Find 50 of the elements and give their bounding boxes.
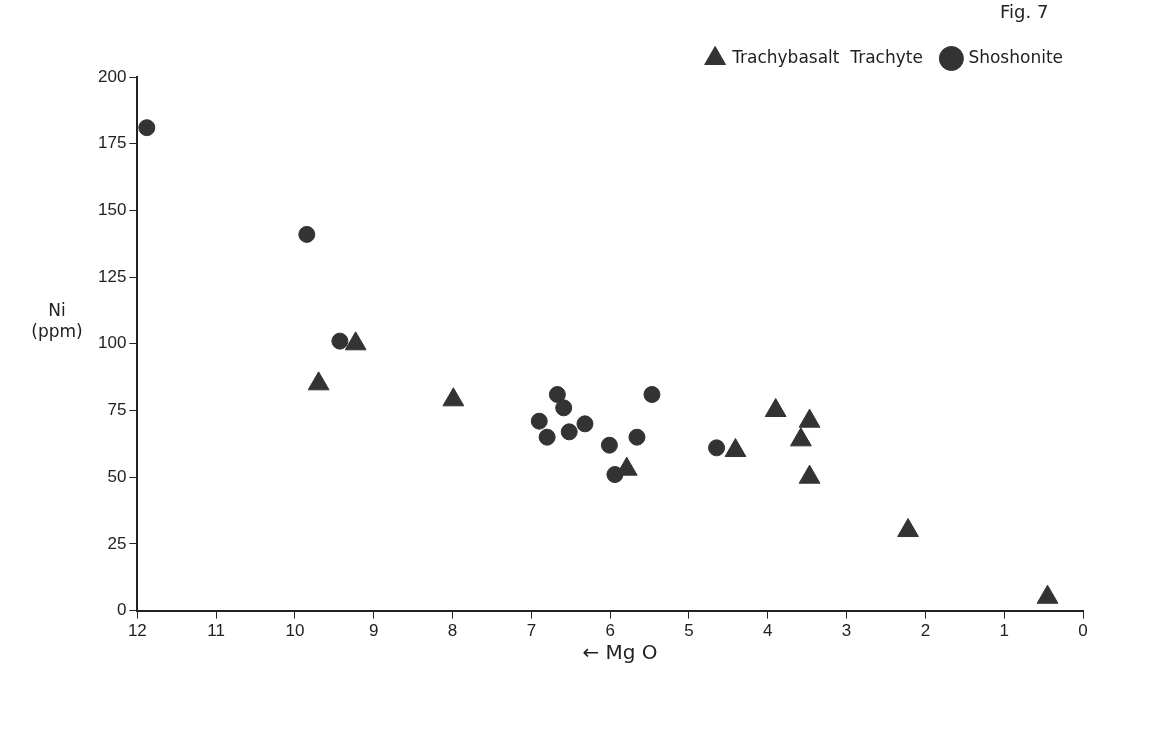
x-tick-label: 4 [763,621,773,641]
x-tick-label: 7 [526,621,537,641]
point [576,415,594,433]
x-tick-label: 3 [841,621,852,641]
point [442,387,465,407]
point [628,428,646,446]
point [530,412,548,430]
point [643,385,661,403]
point [1036,584,1059,604]
x-tick-label: 1 [999,621,1009,641]
point [600,436,618,454]
x-tick-label: 5 [684,621,694,641]
point [724,438,747,458]
y-tick-label: 200 [97,66,127,86]
y-tick-label: 0 [116,600,127,620]
point [298,225,316,243]
x-tick-label: 0 [1078,621,1088,641]
x-tick-label: 11 [207,621,225,641]
point [789,427,812,447]
y-tick-label: 100 [97,333,127,353]
caption: Fig. 7 [1000,0,1049,22]
y-tick-label: 25 [107,533,127,553]
point [764,398,787,417]
point [798,464,821,484]
point [708,439,726,457]
x-tick-label: 9 [369,621,379,641]
y-tick-label: 50 [107,466,127,486]
point [548,385,566,403]
point [344,331,367,351]
point [331,332,349,350]
y-tick-label: 125 [97,266,127,286]
point [560,423,578,441]
x-tick-label: 2 [920,621,931,641]
point [538,428,556,446]
x-tick-label: 8 [447,621,458,641]
point [798,408,821,428]
point [138,119,156,137]
legend-label: Shoshonite [968,46,1063,67]
x-tick-label: 12 [127,621,147,641]
legend-label: Trachybasalt Trachyte [731,46,923,67]
y-tick-label: 75 [107,400,127,420]
x-tick-label: 10 [285,621,305,641]
point [555,399,573,417]
point [307,371,330,391]
x-axis-title: ← Mg O [581,640,659,664]
y-tick-label: 150 [97,200,127,220]
point [897,518,919,538]
y-axis-title: Ni (ppm) [31,300,83,342]
x-tick-label: 6 [605,621,615,641]
y-tick-label: 175 [97,133,127,153]
